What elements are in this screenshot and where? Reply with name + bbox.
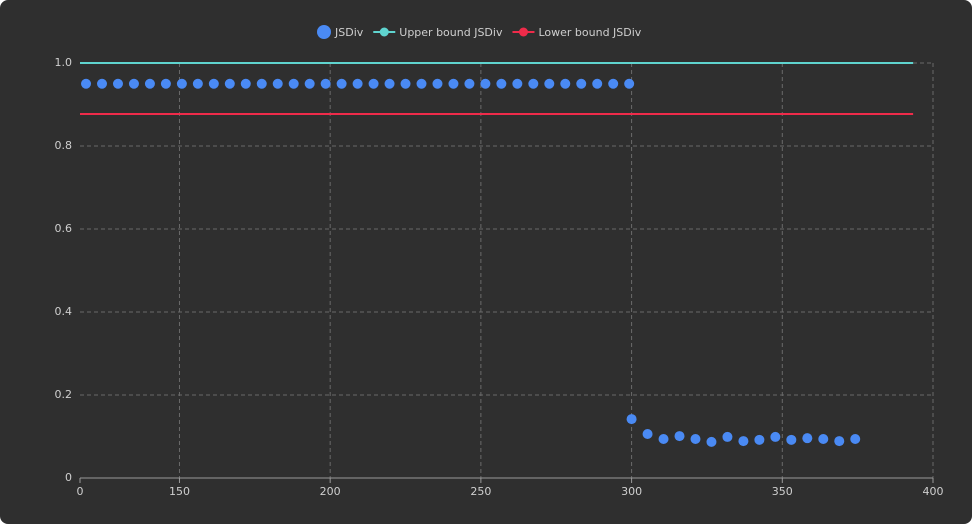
point (480, 78, 491, 89)
legend-marker (317, 25, 331, 39)
point (288, 78, 299, 89)
point (544, 78, 555, 89)
point (512, 78, 523, 89)
point (192, 78, 203, 89)
point (432, 78, 443, 89)
x-tick-label: 200 (320, 485, 341, 498)
legend-item: Lower bound JSDiv (512, 26, 642, 39)
point (384, 78, 395, 89)
point (626, 414, 637, 425)
point (240, 78, 251, 89)
point (304, 78, 315, 89)
legend-marker (518, 27, 528, 37)
point (144, 78, 155, 89)
y-tick-label: 0.6 (55, 222, 73, 235)
y-tick-label: 1.0 (55, 56, 73, 69)
point (528, 78, 539, 89)
point (560, 78, 571, 89)
point (208, 78, 219, 89)
legend-label: Upper bound JSDiv (399, 26, 503, 39)
point (400, 78, 411, 89)
x-tick-label: 350 (772, 485, 793, 498)
point (850, 433, 861, 444)
point (97, 78, 108, 89)
x-tick-label: 0 (77, 485, 84, 498)
point (608, 78, 619, 89)
point (368, 78, 379, 89)
point (576, 78, 587, 89)
point (592, 78, 603, 89)
legend-label: Lower bound JSDiv (538, 26, 641, 39)
point (834, 436, 845, 447)
y-tick-label: 0.8 (55, 139, 73, 152)
point (176, 78, 187, 89)
point (320, 78, 331, 89)
point (706, 436, 717, 447)
x-tick-label: 400 (923, 485, 944, 498)
point (496, 78, 507, 89)
point (448, 78, 459, 89)
point (786, 434, 797, 445)
point (112, 78, 123, 89)
point (464, 78, 475, 89)
point (722, 431, 733, 442)
x-tick-label: 250 (470, 485, 491, 498)
x-tick-label: 300 (621, 485, 642, 498)
point (658, 433, 669, 444)
legend-item: Upper bound JSDiv (373, 26, 503, 39)
point (416, 78, 427, 89)
point (128, 78, 139, 89)
point (754, 434, 765, 445)
point (81, 78, 92, 89)
point (336, 78, 347, 89)
point (674, 431, 685, 442)
y-tick-label: 0.4 (55, 305, 73, 318)
point (352, 78, 363, 89)
point (642, 429, 653, 440)
point (256, 78, 267, 89)
legend-item: JSDiv (317, 25, 364, 39)
point (818, 433, 829, 444)
point (690, 433, 701, 444)
legend-label: JSDiv (334, 26, 364, 39)
point (738, 436, 749, 447)
y-tick-label: 0.2 (55, 388, 73, 401)
legend-marker (379, 27, 389, 37)
point (160, 78, 171, 89)
point (770, 431, 781, 442)
y-tick-label: 0 (65, 471, 72, 484)
point (272, 78, 283, 89)
point (624, 78, 635, 89)
point (224, 78, 235, 89)
point (802, 433, 813, 444)
x-tick-label: 150 (169, 485, 190, 498)
